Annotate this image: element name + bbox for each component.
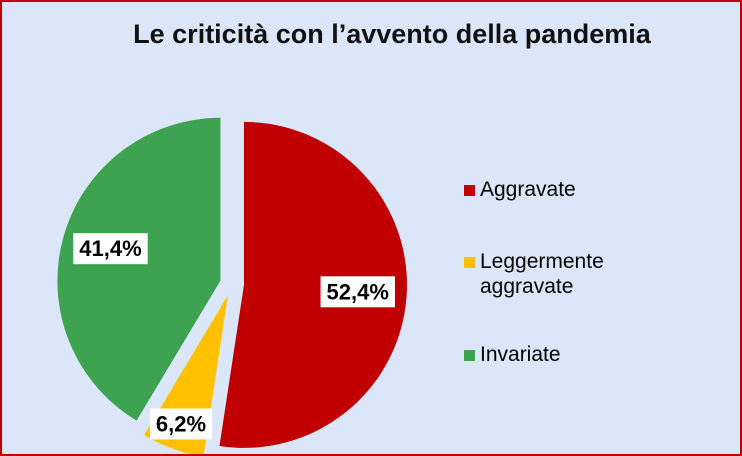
legend-item: Leggermente aggravate [464, 249, 680, 299]
pie-slice [219, 121, 407, 448]
data-label: 41,4% [79, 236, 141, 261]
data-label-box [73, 233, 148, 265]
data-label-box [320, 276, 395, 308]
legend-item: Aggravate [464, 177, 720, 202]
chart-title: Le criticità con l’avvento della pandemi… [133, 19, 651, 49]
legend-item: Invariate [464, 342, 720, 367]
legend-label: Aggravate [480, 178, 576, 201]
pie-slice [57, 117, 221, 421]
legend-label: Invariate [480, 343, 561, 366]
legend-swatch [464, 185, 475, 196]
legend-swatch [464, 257, 475, 268]
data-label: 6,2% [156, 411, 206, 436]
legend-swatch [464, 350, 475, 361]
legend-label: Leggermente aggravate [480, 250, 604, 298]
data-label: 52,4% [327, 279, 389, 304]
data-label-box [149, 408, 213, 440]
